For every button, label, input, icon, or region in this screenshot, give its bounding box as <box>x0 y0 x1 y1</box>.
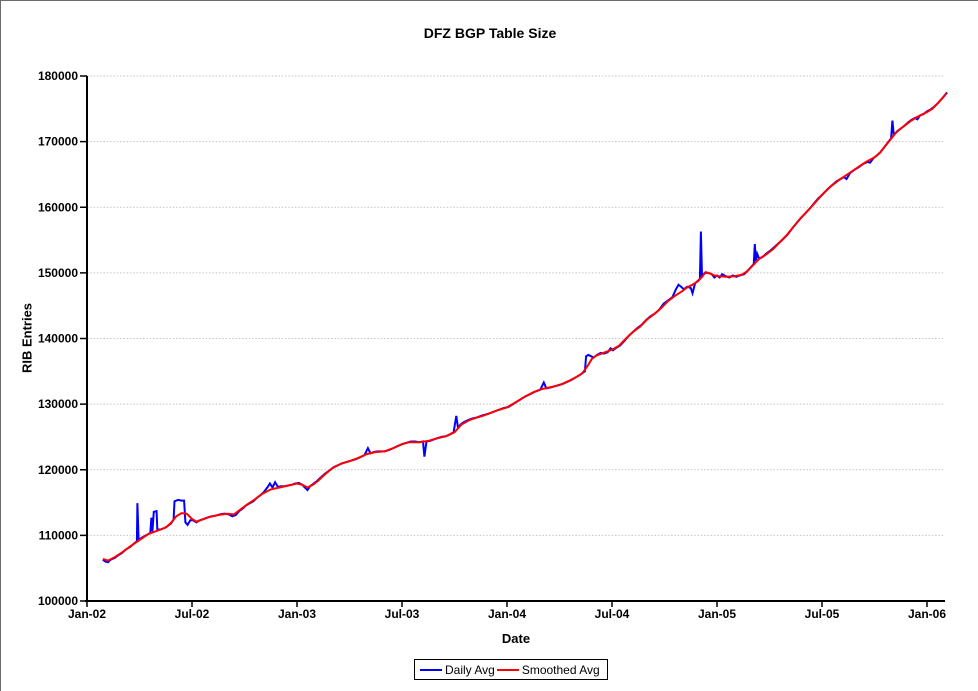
x-tick-label: Jul-05 <box>805 607 840 621</box>
legend-swatch-smoothed-avg <box>496 668 519 671</box>
chart-title: DFZ BGP Table Size <box>423 25 557 41</box>
legend-label: Daily Avg <box>445 662 495 677</box>
series-line-daily-avg <box>102 91 948 564</box>
legend-swatch-daily-avg <box>420 668 442 671</box>
y-tick-label: 160000 <box>38 200 78 214</box>
y-tick-label: 110000 <box>39 528 79 542</box>
x-tick-label: Jul-03 <box>385 607 420 621</box>
y-tick-label: 180000 <box>38 69 78 83</box>
y-tick-label: 130000 <box>38 397 78 411</box>
y-tick-label: 170000 <box>38 135 78 149</box>
x-tick-label: Jul-04 <box>595 607 630 621</box>
x-tick-label: Jan-05 <box>698 607 736 621</box>
y-tick-label: 100000 <box>38 594 78 608</box>
legend: Daily Avg Smoothed Avg <box>414 659 608 680</box>
y-tick-label: 150000 <box>38 266 78 280</box>
legend-label: Smoothed Avg <box>521 662 600 677</box>
x-axis-label: Date <box>501 631 531 646</box>
legend-item: Daily Avg <box>420 663 495 677</box>
y-axis-label: RIB Entries <box>19 302 35 374</box>
legend-item: Smoothed Avg <box>496 662 600 677</box>
series-line-smoothed-avg <box>102 92 948 562</box>
x-tick-label: Jan-02 <box>68 607 106 621</box>
y-tick-label: 120000 <box>38 463 78 477</box>
x-tick-label: Jan-04 <box>488 607 526 621</box>
x-tick-label: Jul-02 <box>175 607 210 621</box>
x-tick-label: Jan-03 <box>278 607 316 621</box>
x-tick-label: Jan-06 <box>908 607 946 621</box>
y-tick-label: 140000 <box>38 332 78 346</box>
